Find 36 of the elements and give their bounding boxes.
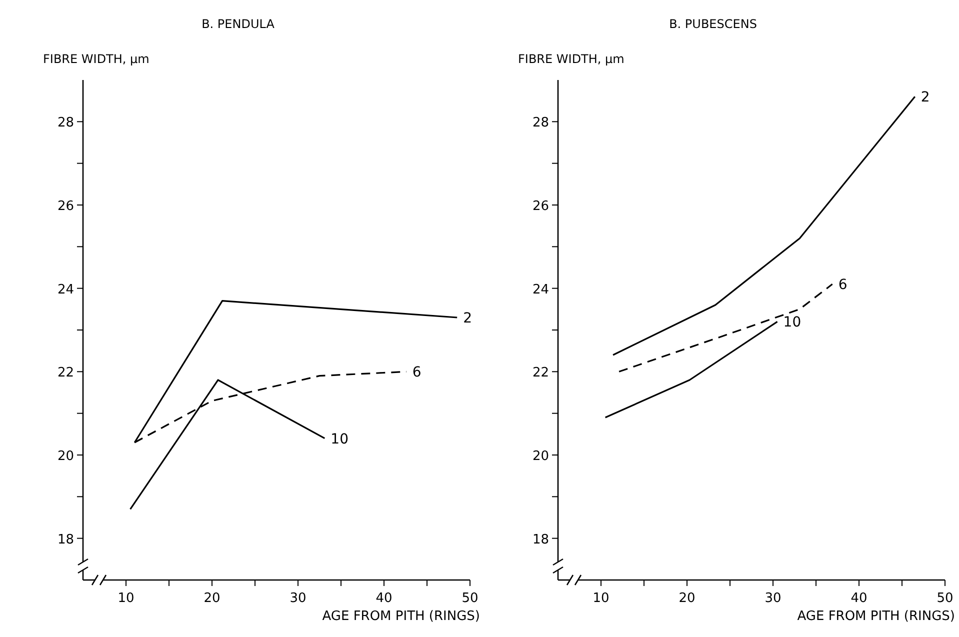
line-series <box>612 96 916 356</box>
y-tick-label: 20 <box>532 449 549 464</box>
chart-title: B. PUBESCENS <box>669 17 757 31</box>
x-tick-label: 20 <box>678 591 696 606</box>
chart-title: B. PENDULA <box>202 17 276 31</box>
y-tick-label: 24 <box>532 282 549 298</box>
series-label: 6 <box>412 364 422 381</box>
y-tick-label: 26 <box>532 199 549 214</box>
y-tick-label: 20 <box>57 449 74 464</box>
series-label: 6 <box>838 277 848 294</box>
y-tick-label: 26 <box>57 199 74 214</box>
line-series <box>618 283 834 372</box>
y-tick-label: 22 <box>57 366 74 381</box>
y-tick-label: 28 <box>532 116 549 131</box>
y-tick-label: 24 <box>57 282 74 298</box>
y-tick-label: 22 <box>532 366 549 381</box>
x-tick-label: 50 <box>936 591 954 606</box>
y-axis-title: FIBRE WIDTH, μm <box>518 52 624 66</box>
x-tick-label: 30 <box>290 591 306 606</box>
x-tick-label: 10 <box>592 591 610 606</box>
x-tick-label: 30 <box>764 591 782 606</box>
y-tick-label: 18 <box>57 532 74 548</box>
x-tick-label: 40 <box>850 591 868 606</box>
x-axis-title: AGE FROM PITH (RINGS) <box>322 609 480 624</box>
x-axis-title: AGE FROM PITH (RINGS) <box>797 609 955 624</box>
series-label: 2 <box>463 310 472 326</box>
x-tick-label: 10 <box>118 591 134 606</box>
y-axis-title: FIBRE WIDTH, μm <box>43 52 150 66</box>
series-label: 10 <box>783 314 802 331</box>
x-tick-label: 20 <box>204 591 220 606</box>
series-label: 2 <box>920 90 930 106</box>
y-tick-label: 18 <box>532 532 549 548</box>
series-label: 10 <box>330 431 348 448</box>
x-tick-label: 50 <box>462 591 478 606</box>
x-tick-label: 40 <box>376 591 392 606</box>
y-tick-label: 28 <box>57 116 74 131</box>
